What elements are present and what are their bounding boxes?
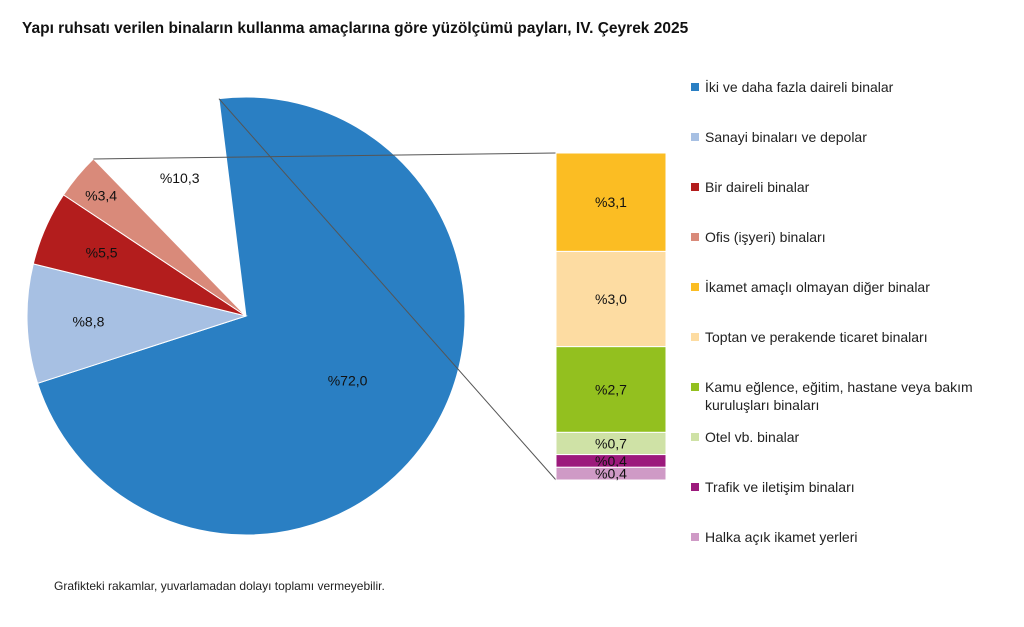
legend-swatch	[691, 483, 699, 491]
connector-lines	[93, 98, 557, 481]
pie-slice-3-label: %3,4	[85, 188, 117, 204]
stacked-bar-group: %3,1 %3,0 %2,7 %0,7 %0,4%0,4	[555, 152, 667, 482]
bar-segment-5	[555, 466, 667, 481]
bar-segment-1-label: %3,0	[595, 291, 627, 307]
legend-item: Bir daireli binalar	[691, 178, 1001, 196]
legend-swatch	[691, 533, 699, 541]
bar-segment-5-label: %0,4	[595, 466, 627, 482]
legend-item: Halka açık ikamet yerleri	[691, 528, 1001, 546]
pie-slice-0	[36, 96, 466, 536]
legend-swatch	[691, 283, 699, 291]
pie-slice-3	[62, 158, 247, 317]
bar-segment-2-label: %2,7	[595, 382, 627, 398]
bar-segment-3-label: %0,7	[595, 435, 627, 451]
legend-swatch	[691, 83, 699, 91]
legend-swatch	[691, 233, 699, 241]
pie-slice-2-label: %5,5	[86, 245, 118, 261]
legend-item: Ofis (işyeri) binaları	[691, 228, 1001, 246]
legend-item: Kamu eğlence, eğitim, hastane veya bakım…	[691, 378, 1001, 414]
chart-title: Yapı ruhsatı verilen binaların kullanma …	[22, 20, 689, 37]
legend-label: Kamu eğlence, eğitim, hastane veya bakım…	[705, 379, 973, 413]
connector-line-bottom	[218, 98, 557, 481]
legend-label: Sanayi binaları ve depolar	[705, 129, 867, 145]
legend-item: İkamet amaçlı olmayan diğer binalar	[691, 278, 1001, 296]
legend-swatch	[691, 433, 699, 441]
legend-label: Toptan ve perakende ticaret binaları	[705, 329, 928, 345]
legend-label: Trafik ve iletişim binaları	[705, 479, 855, 495]
legend-label: Otel vb. binalar	[705, 429, 800, 445]
legend-label: İki ve daha fazla daireli binalar	[705, 79, 894, 95]
pie-slice-0-label: %72,0	[328, 373, 368, 389]
legend-swatch	[691, 133, 699, 141]
pie-slice-1	[26, 263, 248, 384]
legend-item: Trafik ve iletişim binaları	[691, 478, 1001, 496]
legend-label: Halka açık ikamet yerleri	[705, 529, 858, 545]
legend-swatch	[691, 333, 699, 341]
legend-label: Bir daireli binalar	[705, 179, 810, 195]
legend-item: Toptan ve perakende ticaret binaları	[691, 328, 1001, 346]
legend: İki ve daha fazla daireli binalar Sanayi …	[691, 78, 1001, 546]
pie-slice-4-label: %10,3	[160, 170, 200, 186]
pie-group: %72,0 %8,8 %5,5 %3,4 %10,3	[26, 96, 466, 536]
legend-item: Otel vb. binalar	[691, 428, 1001, 446]
legend-swatch	[691, 383, 699, 391]
connector-line-top	[93, 152, 557, 160]
legend-item: İki ve daha fazla daireli binalar	[691, 78, 1001, 96]
legend-label: İkamet amaçlı olmayan diğer binalar	[705, 279, 930, 295]
legend-label: Ofis (işyeri) binaları	[705, 229, 826, 245]
pie-slice-1-label: %8,8	[72, 314, 104, 330]
bar-segment-0-label: %3,1	[595, 194, 627, 210]
bar-segment-4-label: %0,4	[595, 453, 627, 469]
legend-item: Sanayi binaları ve depolar	[691, 128, 1001, 146]
chart-note: Grafikteki rakamlar, yuvarlamadan dolayı…	[54, 579, 385, 593]
legend-swatch	[691, 183, 699, 191]
